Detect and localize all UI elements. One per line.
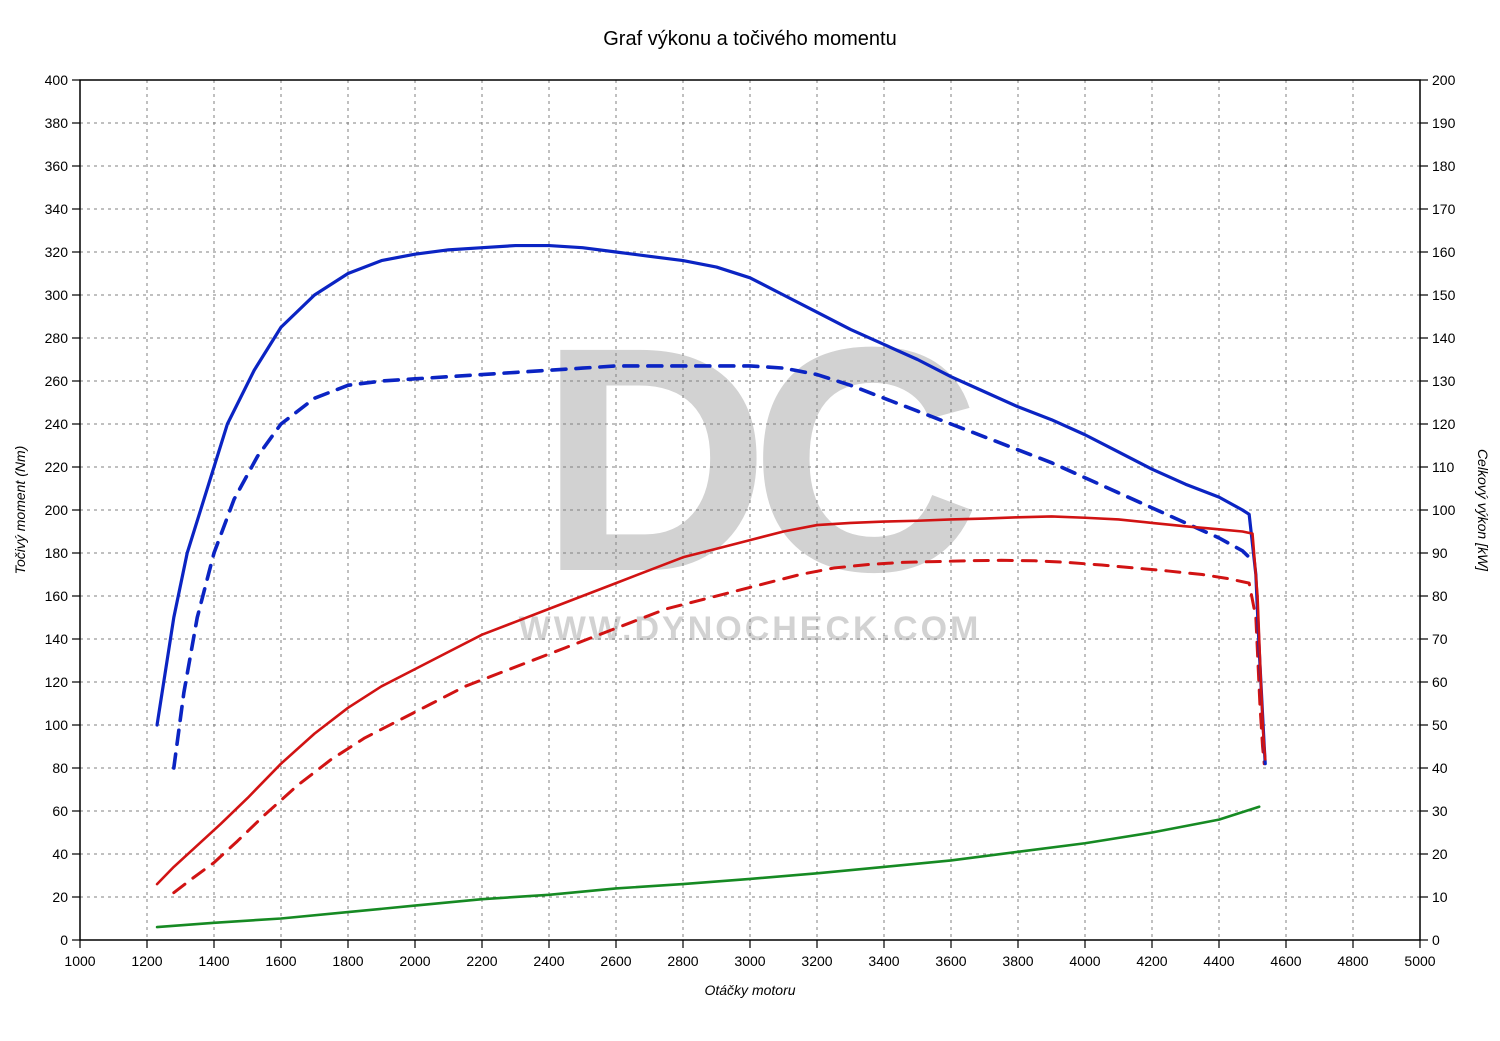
yR-tick-label: 160 [1432, 244, 1456, 260]
yR-tick-label: 50 [1432, 717, 1448, 733]
x-axis-label: Otáčky motoru [704, 982, 795, 998]
yL-tick-label: 260 [45, 373, 69, 389]
yR-tick-label: 150 [1432, 287, 1456, 303]
x-tick-label: 4800 [1337, 953, 1368, 969]
yL-tick-label: 360 [45, 158, 69, 174]
x-tick-label: 2200 [466, 953, 497, 969]
x-tick-label: 1400 [198, 953, 229, 969]
yR-tick-label: 140 [1432, 330, 1456, 346]
yR-tick-label: 0 [1432, 932, 1440, 948]
y-axis-right-label: Celkový výkon [kW] [1475, 449, 1491, 572]
yR-tick-label: 70 [1432, 631, 1448, 647]
x-tick-label: 2400 [533, 953, 564, 969]
yR-tick-label: 90 [1432, 545, 1448, 561]
chart-container: DCWWW.DYNOCHECK.COM100012001400160018002… [0, 0, 1500, 1041]
x-tick-label: 3600 [935, 953, 966, 969]
x-tick-label: 1200 [131, 953, 162, 969]
dyno-chart: DCWWW.DYNOCHECK.COM100012001400160018002… [0, 0, 1500, 1041]
yR-tick-label: 180 [1432, 158, 1456, 174]
yL-tick-label: 100 [45, 717, 69, 733]
x-tick-label: 1800 [332, 953, 363, 969]
y-axis-left-label: Točivý moment (Nm) [12, 446, 28, 575]
yR-tick-label: 10 [1432, 889, 1448, 905]
yR-tick-label: 130 [1432, 373, 1456, 389]
yL-tick-label: 40 [52, 846, 68, 862]
x-tick-label: 2000 [399, 953, 430, 969]
yR-tick-label: 80 [1432, 588, 1448, 604]
x-tick-label: 4200 [1136, 953, 1167, 969]
yL-tick-label: 240 [45, 416, 69, 432]
yL-tick-label: 300 [45, 287, 69, 303]
x-tick-label: 1000 [64, 953, 95, 969]
yL-tick-label: 340 [45, 201, 69, 217]
yL-tick-label: 220 [45, 459, 69, 475]
yL-tick-label: 0 [60, 932, 68, 948]
x-tick-label: 4600 [1270, 953, 1301, 969]
x-tick-label: 2600 [600, 953, 631, 969]
x-tick-label: 4400 [1203, 953, 1234, 969]
yL-tick-label: 180 [45, 545, 69, 561]
yR-tick-label: 60 [1432, 674, 1448, 690]
chart-title: Graf výkonu a točivého momentu [603, 28, 896, 50]
yL-tick-label: 20 [52, 889, 68, 905]
yR-tick-label: 40 [1432, 760, 1448, 776]
yL-tick-label: 320 [45, 244, 69, 260]
x-tick-label: 3400 [868, 953, 899, 969]
yR-tick-label: 20 [1432, 846, 1448, 862]
yL-tick-label: 120 [45, 674, 69, 690]
yR-tick-label: 170 [1432, 201, 1456, 217]
yL-tick-label: 400 [45, 72, 69, 88]
x-tick-label: 3800 [1002, 953, 1033, 969]
x-tick-label: 3000 [734, 953, 765, 969]
yR-tick-label: 110 [1432, 459, 1455, 475]
yL-tick-label: 60 [52, 803, 68, 819]
yR-tick-label: 120 [1432, 416, 1456, 432]
yR-tick-label: 200 [1432, 72, 1456, 88]
x-tick-label: 1600 [265, 953, 296, 969]
x-tick-label: 3200 [801, 953, 832, 969]
grid [80, 80, 1420, 940]
yL-tick-label: 380 [45, 115, 69, 131]
yL-tick-label: 200 [45, 502, 69, 518]
yR-tick-label: 190 [1432, 115, 1456, 131]
watermark-big: DC [539, 280, 975, 638]
yL-tick-label: 280 [45, 330, 69, 346]
yR-tick-label: 30 [1432, 803, 1448, 819]
x-tick-label: 4000 [1069, 953, 1100, 969]
x-tick-label: 2800 [667, 953, 698, 969]
yL-tick-label: 80 [52, 760, 68, 776]
x-tick-label: 5000 [1404, 953, 1435, 969]
yL-tick-label: 140 [45, 631, 69, 647]
yL-tick-label: 160 [45, 588, 69, 604]
yR-tick-label: 100 [1432, 502, 1456, 518]
